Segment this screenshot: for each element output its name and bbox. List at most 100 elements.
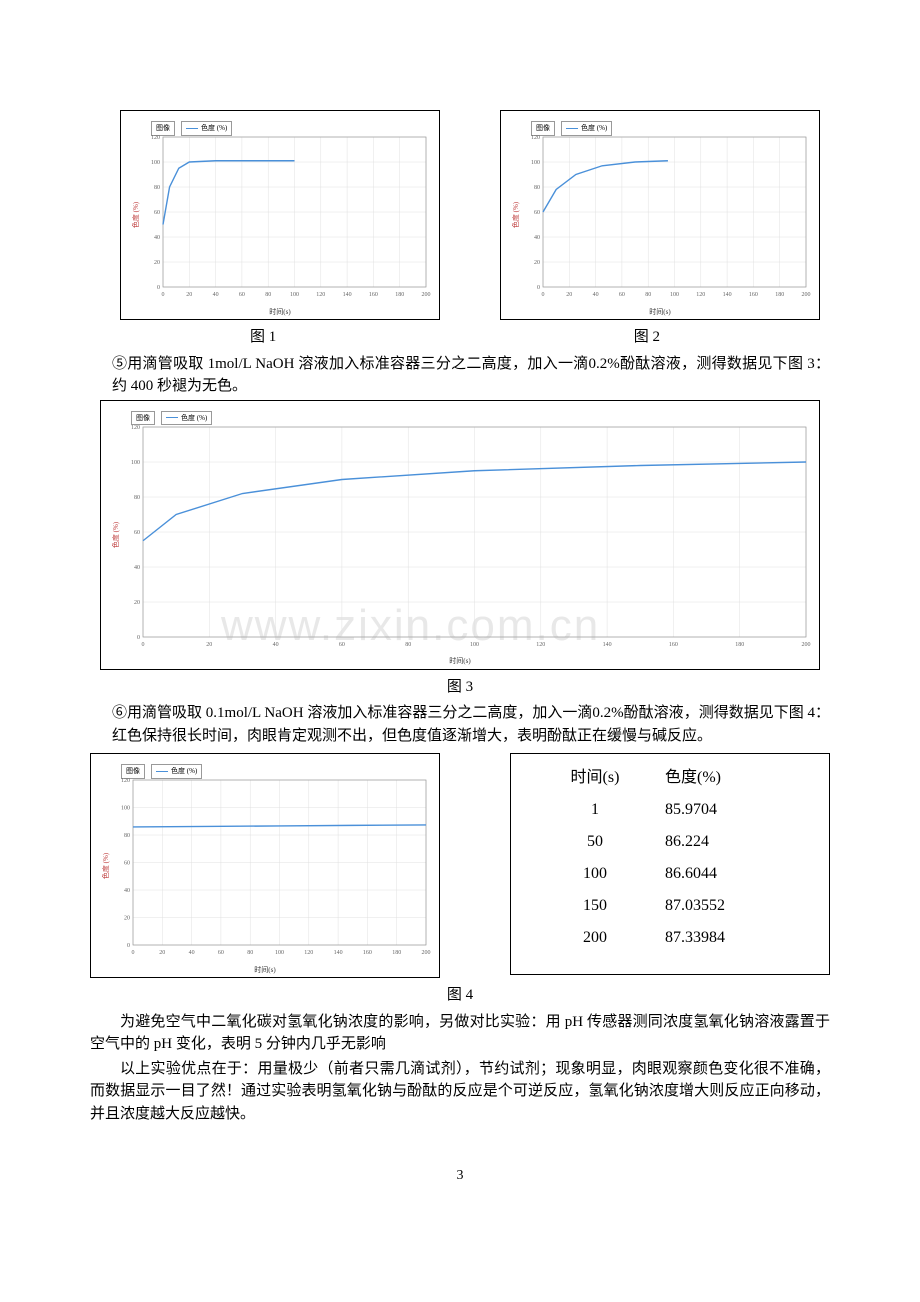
page-number: 3: [90, 1165, 830, 1186]
svg-text:0: 0: [162, 292, 165, 298]
chart4-plot: 0 20 40 60 80 100 120 140 160 180 200 0 20 40 60 80 100 1…: [113, 762, 431, 959]
chart-row-top: 图像 色度 (%) 色度 (%) 时间(s) 02040608010012014…: [90, 110, 830, 320]
svg-text:60: 60: [218, 950, 224, 956]
svg-text:100: 100: [470, 642, 479, 648]
svg-text:160: 160: [363, 950, 372, 956]
svg-text:20: 20: [566, 292, 572, 298]
paragraph-6: ⑥用滴管吸取 0.1mol/L NaOH 溶液加入标准容器三分之二高度，加入一滴…: [90, 702, 830, 747]
svg-text:60: 60: [534, 210, 540, 216]
chart1-plot: 0204060801001201401601802000204060801001…: [143, 119, 431, 301]
td-time: 150: [535, 894, 655, 918]
svg-text:0: 0: [542, 292, 545, 298]
svg-text:120: 120: [696, 292, 705, 298]
svg-text:80: 80: [124, 833, 130, 839]
svg-text:100: 100: [151, 160, 160, 166]
svg-text:180: 180: [395, 292, 404, 298]
svg-text:120: 120: [316, 292, 325, 298]
paragraph-control: 为避免空气中二氧化碳对氢氧化钠浓度的影响，另做对比实验：用 pH 传感器测同浓度…: [90, 1011, 830, 1056]
caption-row-1-2: 图 1 图 2: [90, 326, 830, 349]
chart-row-3: 图像 色度 (%) 色度 (%) 时间(s) www.zixin.com.cn …: [90, 400, 830, 670]
svg-text:0: 0: [137, 635, 140, 641]
svg-text:180: 180: [735, 642, 744, 648]
chart-2: 图像 色度 (%) 色度 (%) 时间(s) 02040608010012014…: [500, 110, 820, 320]
caption-fig4: 图 4: [90, 984, 830, 1007]
caption-fig1: 图 1: [250, 326, 276, 349]
svg-text:40: 40: [124, 888, 130, 894]
svg-text:120: 120: [536, 642, 545, 648]
svg-text:0: 0: [142, 642, 145, 648]
svg-text:100: 100: [531, 160, 540, 166]
td-value: 87.33984: [655, 926, 805, 950]
svg-text:0: 0: [537, 285, 540, 291]
caption-fig2: 图 2: [634, 326, 660, 349]
svg-text:40: 40: [534, 235, 540, 241]
svg-text:180: 180: [775, 292, 784, 298]
svg-text:200: 200: [802, 292, 811, 298]
svg-text:80: 80: [645, 292, 651, 298]
svg-text:20: 20: [134, 600, 140, 606]
table-header: 时间(s) 色度(%): [535, 766, 805, 790]
svg-text:120: 120: [131, 425, 140, 431]
paragraph-5: ⑤用滴管吸取 1mol/L NaOH 溶液加入标准容器三分之二高度，加入一滴0.…: [90, 353, 830, 398]
table-row: 50 86.224: [535, 830, 805, 854]
svg-text:120: 120: [151, 135, 160, 141]
svg-text:200: 200: [422, 292, 431, 298]
svg-text:120: 120: [304, 950, 313, 956]
svg-text:100: 100: [670, 292, 679, 298]
svg-text:120: 120: [121, 778, 130, 784]
caption-fig3: 图 3: [90, 676, 830, 699]
svg-text:180: 180: [392, 950, 401, 956]
svg-text:140: 140: [723, 292, 732, 298]
svg-text:20: 20: [159, 950, 165, 956]
td-time: 50: [535, 830, 655, 854]
svg-text:40: 40: [593, 292, 599, 298]
svg-text:80: 80: [154, 185, 160, 191]
svg-text:160: 160: [669, 642, 678, 648]
svg-text:40: 40: [189, 950, 195, 956]
svg-text:0: 0: [127, 943, 130, 949]
svg-text:20: 20: [206, 642, 212, 648]
paragraph-conclusion: 以上实验优点在于：用量极少（前者只需几滴试剂），节约试剂；现象明显，肉眼观察颜色…: [90, 1058, 830, 1126]
td-time: 200: [535, 926, 655, 950]
svg-text:40: 40: [154, 235, 160, 241]
svg-text:0: 0: [132, 950, 135, 956]
svg-text:100: 100: [121, 806, 130, 812]
svg-text:140: 140: [334, 950, 343, 956]
svg-text:80: 80: [247, 950, 253, 956]
svg-text:120: 120: [531, 135, 540, 141]
table-row: 100 86.6044: [535, 862, 805, 886]
table-row: 150 87.03552: [535, 894, 805, 918]
svg-text:60: 60: [134, 530, 140, 536]
td-value: 85.9704: [655, 798, 805, 822]
svg-text:0: 0: [157, 285, 160, 291]
table-row: 1 85.9704: [535, 798, 805, 822]
svg-text:20: 20: [534, 260, 540, 266]
chart-1: 图像 色度 (%) 色度 (%) 时间(s) 02040608010012014…: [120, 110, 440, 320]
svg-text:80: 80: [405, 642, 411, 648]
svg-text:160: 160: [369, 292, 378, 298]
chart-4: 图像 色度 (%) 色度 (%) 时间(s) 02040608010012014…: [90, 753, 440, 978]
table-row: 200 87.33984: [535, 926, 805, 950]
svg-text:20: 20: [154, 260, 160, 266]
th-chroma: 色度(%): [655, 766, 805, 790]
data-table-fig4: 时间(s) 色度(%) 1 85.9704 50 86.224 100 86.6…: [510, 753, 830, 975]
chart-3: 图像 色度 (%) 色度 (%) 时间(s) www.zixin.com.cn …: [100, 400, 820, 670]
th-time: 时间(s): [535, 766, 655, 790]
svg-text:80: 80: [134, 495, 140, 501]
td-time: 1: [535, 798, 655, 822]
svg-text:140: 140: [343, 292, 352, 298]
svg-text:20: 20: [124, 916, 130, 922]
svg-text:60: 60: [619, 292, 625, 298]
svg-text:200: 200: [422, 950, 431, 956]
td-value: 86.6044: [655, 862, 805, 886]
svg-text:60: 60: [124, 861, 130, 867]
svg-text:80: 80: [534, 185, 540, 191]
svg-text:100: 100: [275, 950, 284, 956]
chart2-plot: 0204060801001201401601802000204060801001…: [523, 119, 811, 301]
svg-text:100: 100: [290, 292, 299, 298]
td-value: 87.03552: [655, 894, 805, 918]
svg-text:40: 40: [134, 565, 140, 571]
td-value: 86.224: [655, 830, 805, 854]
svg-text:200: 200: [802, 642, 811, 648]
svg-text:20: 20: [186, 292, 192, 298]
